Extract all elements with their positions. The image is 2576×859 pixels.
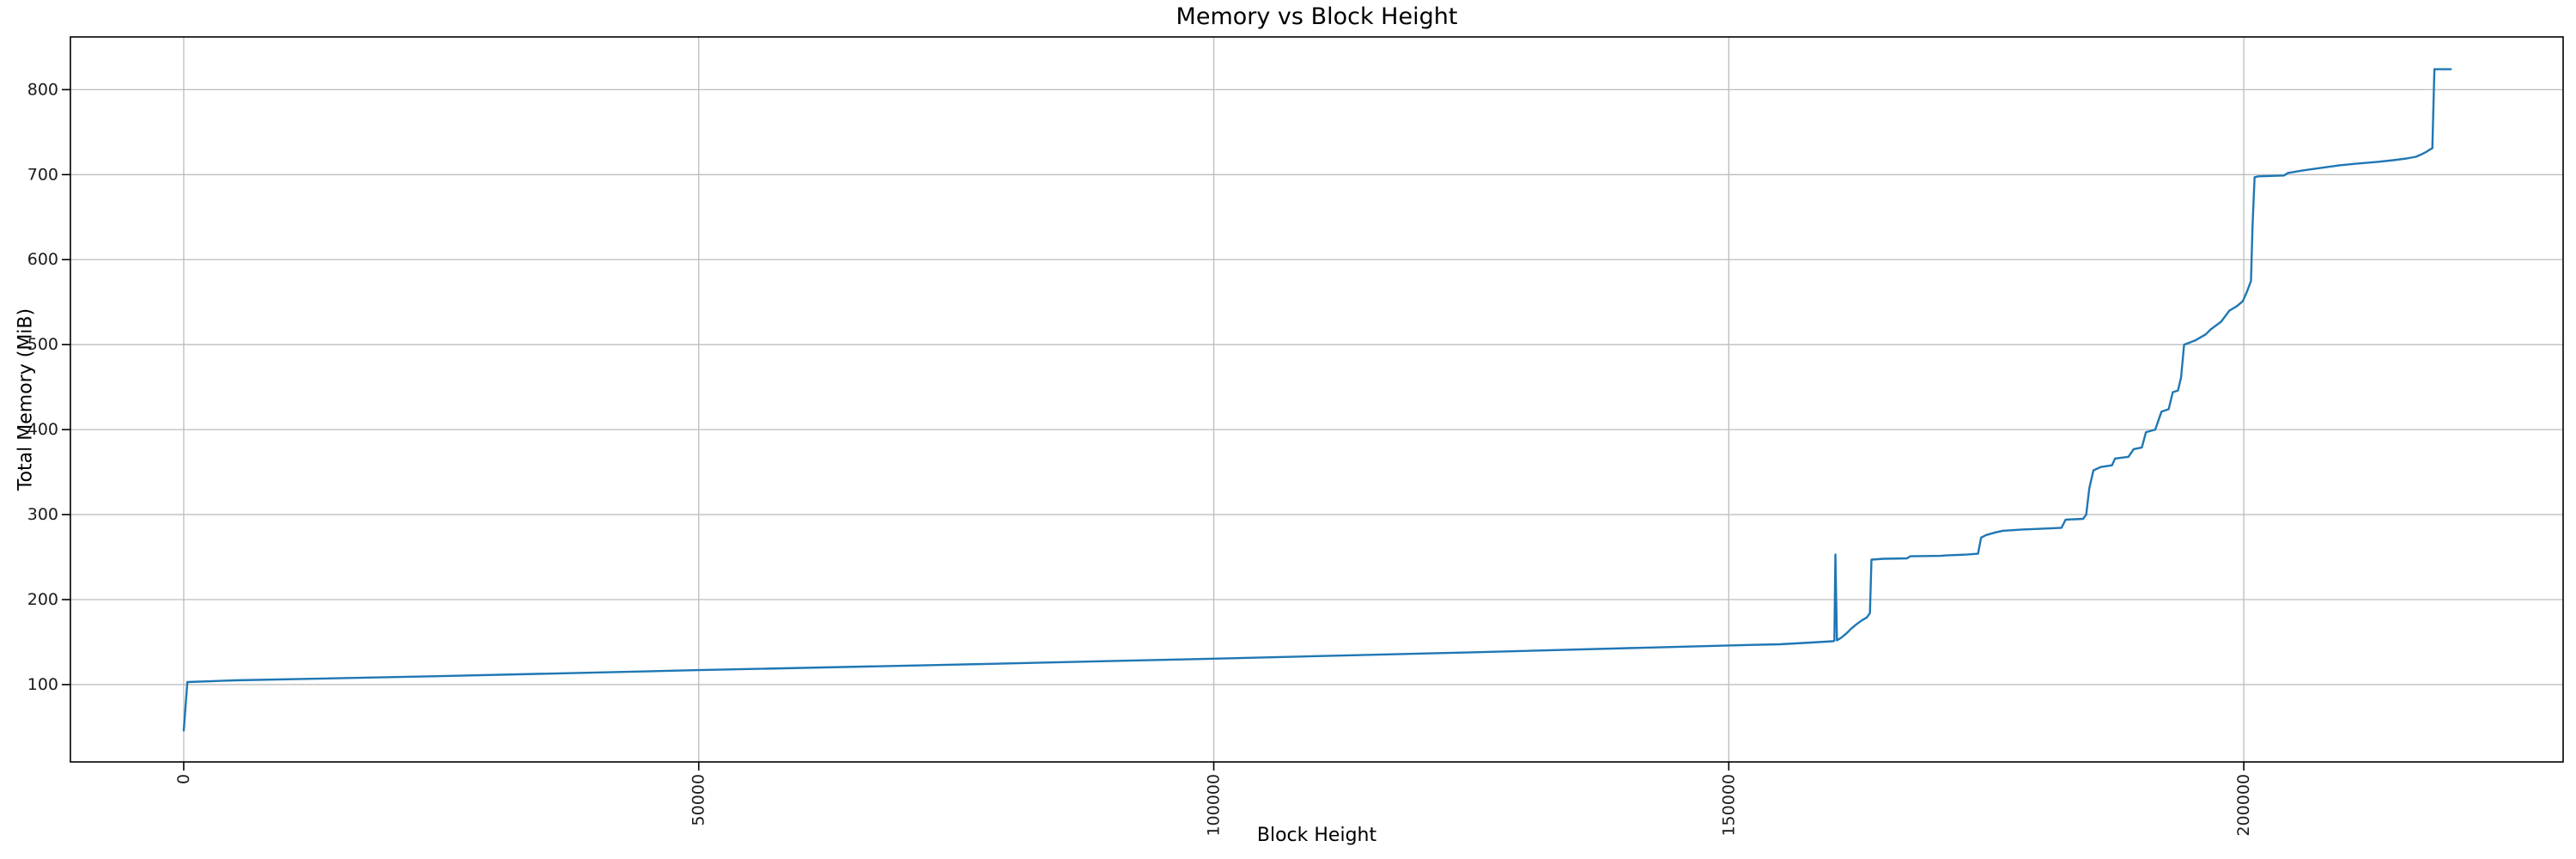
x-tick-label: 50000	[690, 774, 708, 825]
chart-title: Memory vs Block Height	[1176, 3, 1458, 30]
x-tick-label: 200000	[2234, 774, 2253, 837]
x-tick-label: 0	[174, 774, 193, 784]
y-tick-label: 400	[27, 420, 58, 439]
plot-border	[70, 36, 2564, 763]
y-tick-label: 500	[27, 335, 58, 354]
y-tick-label: 200	[27, 590, 58, 609]
x-tick-label: 100000	[1205, 774, 1224, 837]
x-axis-title: Block Height	[1256, 825, 1377, 846]
y-tick-label: 600	[27, 250, 58, 269]
y-tick-label: 300	[27, 505, 58, 524]
x-tick-label: 150000	[1719, 774, 1738, 837]
y-tick-label: 800	[27, 80, 58, 99]
memory-line	[182, 68, 2452, 732]
y-tick-label: 700	[27, 165, 58, 184]
y-tick-label: 100	[27, 675, 58, 694]
y-axis-title: Total Memory (MiB)	[15, 308, 37, 491]
